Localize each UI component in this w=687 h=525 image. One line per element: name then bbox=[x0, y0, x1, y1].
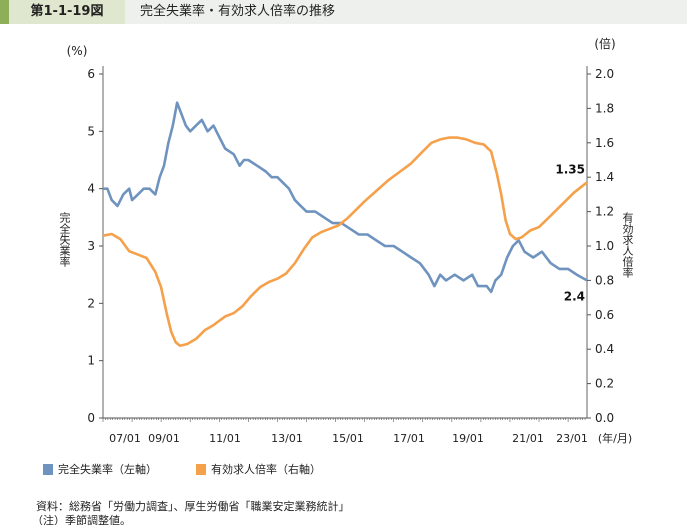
legend-item-job-ratio: 有効求人倍率（右軸） bbox=[196, 461, 321, 477]
unemployment-end-label: 2.4 bbox=[564, 289, 585, 303]
figure-title: 完全失業率・有効求人倍率の推移 bbox=[140, 4, 336, 19]
left-tick-label: 1 bbox=[87, 354, 95, 368]
right-tick-label: 1.2 bbox=[595, 205, 614, 219]
left-tick-label: 2 bbox=[87, 296, 95, 310]
legend-swatch-blue bbox=[43, 463, 53, 475]
left-tick-label: 0 bbox=[87, 411, 95, 425]
x-tick-label: 19/01 bbox=[452, 432, 484, 445]
figure-header: 第1-1-19図 完全失業率・有効求人倍率の推移 bbox=[0, 0, 687, 24]
right-tick-label: 1.4 bbox=[595, 170, 614, 184]
source-note: 資料：総務省「労働力調査」、厚生労働省「職業安定業務統計」 bbox=[36, 500, 350, 513]
right-tick-label: 0.8 bbox=[595, 273, 614, 287]
unemployment-rate-line bbox=[103, 101, 588, 294]
legend-label: 有効求人倍率（右軸） bbox=[211, 463, 321, 476]
right-tick-label: 1.8 bbox=[595, 101, 614, 115]
x-tick-label: 15/01 bbox=[332, 432, 364, 445]
legend-item-unemployment: 完全失業率（左軸） bbox=[43, 461, 157, 477]
right-axis-unit: (倍) bbox=[594, 36, 615, 51]
x-tick-label: 17/01 bbox=[393, 432, 425, 445]
job-offers-ratio-line bbox=[102, 136, 588, 348]
right-axis-label: 有効求人倍率 bbox=[621, 212, 634, 278]
figure-number: 第1-1-19図 bbox=[9, 0, 125, 24]
right-tick-label: 0.0 bbox=[595, 411, 614, 425]
legend-label: 完全失業率（左軸） bbox=[58, 463, 157, 476]
left-tick-label: 6 bbox=[87, 67, 95, 81]
left-tick-label: 4 bbox=[87, 182, 95, 196]
right-tick-label: 0.2 bbox=[595, 377, 614, 391]
right-tick-label: 0.4 bbox=[595, 342, 614, 356]
right-tick-label: 1.6 bbox=[595, 136, 614, 150]
left-axis-unit: (%) bbox=[67, 44, 88, 58]
left-tick-label: 5 bbox=[87, 124, 95, 138]
x-tick-label: 09/01 bbox=[148, 432, 180, 445]
x-axis-unit: (年/月) bbox=[598, 431, 632, 445]
x-tick-label: 11/01 bbox=[209, 432, 241, 445]
left-axis-label: 完全失業率 bbox=[58, 212, 71, 267]
x-tick-label: 23/01 bbox=[556, 432, 588, 445]
x-tick-label: 13/01 bbox=[271, 432, 303, 445]
legend-swatch-orange bbox=[196, 463, 206, 475]
x-tick-label: 21/01 bbox=[512, 432, 544, 445]
right-tick-label: 2.0 bbox=[595, 67, 614, 81]
footnote: （注）季節調整値。 bbox=[32, 514, 131, 525]
left-tick-label: 3 bbox=[87, 239, 95, 253]
right-tick-label: 1.0 bbox=[595, 239, 614, 253]
header-accent-bar bbox=[0, 0, 9, 24]
right-tick-label: 0.6 bbox=[595, 308, 614, 322]
job-ratio-end-label: 1.35 bbox=[555, 162, 585, 176]
x-tick-label: 07/01 bbox=[109, 432, 141, 445]
